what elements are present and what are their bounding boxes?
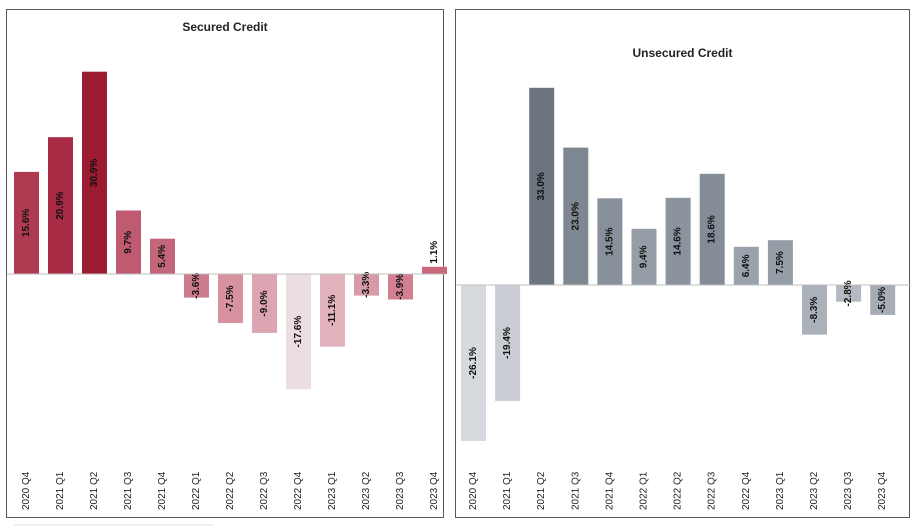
tick-label: 2021 Q3 <box>123 471 134 510</box>
footer-divider <box>14 524 214 526</box>
data-label: 9.7% <box>123 231 134 254</box>
tick-label: 2020 Q4 <box>468 471 479 510</box>
bar <box>388 274 413 300</box>
tick-label: 2021 Q2 <box>536 471 547 510</box>
bar <box>286 274 311 390</box>
tick-label: 2022 Q2 <box>673 471 684 510</box>
data-label: 20.9% <box>55 191 66 219</box>
bar <box>699 173 725 285</box>
tick-label: 2022 Q3 <box>259 471 270 510</box>
data-label: 23.0% <box>570 202 581 230</box>
tick-label: 2020 Q4 <box>21 471 32 510</box>
bar <box>320 274 345 347</box>
tick-label: 2022 Q4 <box>741 471 752 510</box>
tick-label: 2023 Q1 <box>327 471 338 510</box>
tick-label: 2022 Q1 <box>191 471 202 510</box>
bar <box>767 240 793 285</box>
data-label: -8.3% <box>809 297 820 323</box>
secured-credit-panel: Secured Credit 15.6% 2020 Q4 20.9% 2021 Q1 3… <box>6 9 447 518</box>
data-label: -26.1% <box>468 347 479 379</box>
data-label: -9.0% <box>259 290 270 316</box>
data-label: 15.6% <box>21 209 32 237</box>
data-label: -5.0% <box>877 287 888 313</box>
bar <box>631 228 657 285</box>
data-label: -7.5% <box>225 285 236 311</box>
bar <box>495 285 521 401</box>
data-label: 30.9% <box>89 159 100 187</box>
bar <box>252 274 277 333</box>
data-label: 14.5% <box>604 227 615 255</box>
bar <box>733 246 759 285</box>
tick-label: 2023 Q3 <box>395 471 406 510</box>
bar <box>529 87 555 285</box>
tick-label: 2021 Q1 <box>55 471 66 510</box>
data-label: 14.6% <box>673 227 684 255</box>
tick-label: 2023 Q2 <box>361 471 372 510</box>
bar <box>665 197 691 285</box>
data-label: 33.0% <box>536 172 547 200</box>
secured-credit-chart: 15.6% 2020 Q4 20.9% 2021 Q1 30.9% 2021 Q2 9.7%… <box>7 71 447 510</box>
bar <box>802 285 827 335</box>
bar <box>184 274 209 298</box>
bar <box>82 71 107 274</box>
tick-label: 2021 Q3 <box>570 471 581 510</box>
tick-label: 2023 Q1 <box>775 471 786 510</box>
bar <box>422 266 447 274</box>
tick-label: 2023 Q4 <box>877 471 888 510</box>
bar <box>48 137 73 274</box>
data-label: -19.4% <box>502 327 513 359</box>
data-label: -17.6% <box>293 316 304 348</box>
data-label: 18.6% <box>707 215 718 243</box>
data-label: 5.4% <box>157 245 168 268</box>
bar <box>597 198 623 285</box>
unsecured-credit-title: Unsecured Credit <box>632 46 733 60</box>
bar <box>461 285 486 441</box>
bar <box>14 171 39 274</box>
bar <box>116 210 141 274</box>
tick-label: 2021 Q2 <box>89 471 100 510</box>
bar <box>836 285 862 302</box>
data-label: 1.1% <box>429 241 440 264</box>
bar <box>150 238 175 274</box>
unsecured-credit-panel: Unsecured Credit -26.1% 2020 Q4 -19.4% 2021… <box>455 9 911 518</box>
bar <box>354 274 379 296</box>
tick-label: 2023 Q2 <box>809 471 820 510</box>
tick-label: 2022 Q3 <box>707 471 718 510</box>
data-label: -3.3% <box>361 272 372 298</box>
data-label: 7.5% <box>775 251 786 274</box>
bar <box>870 285 896 315</box>
tick-label: 2023 Q3 <box>843 471 854 510</box>
bar <box>563 147 589 285</box>
data-label: -2.8% <box>843 280 854 306</box>
tick-label: 2021 Q4 <box>157 471 168 510</box>
tick-label: 2023 Q4 <box>429 471 440 510</box>
data-label: -3.9% <box>395 274 406 300</box>
tick-label: 2022 Q1 <box>639 471 650 510</box>
data-label: -3.6% <box>191 273 202 299</box>
tick-label: 2022 Q2 <box>225 471 236 510</box>
data-label: 6.4% <box>741 254 752 277</box>
bar <box>218 274 243 324</box>
data-label: 9.4% <box>639 245 650 268</box>
secured-credit-title: Secured Credit <box>182 20 268 34</box>
tick-label: 2022 Q4 <box>293 471 304 510</box>
unsecured-credit-chart: -26.1% 2020 Q4 -19.4% 2021 Q1 33.0% 2021 Q2 23… <box>456 87 911 510</box>
data-label: -11.1% <box>327 295 338 326</box>
tick-label: 2021 Q1 <box>502 471 513 510</box>
tick-label: 2021 Q4 <box>604 471 615 510</box>
